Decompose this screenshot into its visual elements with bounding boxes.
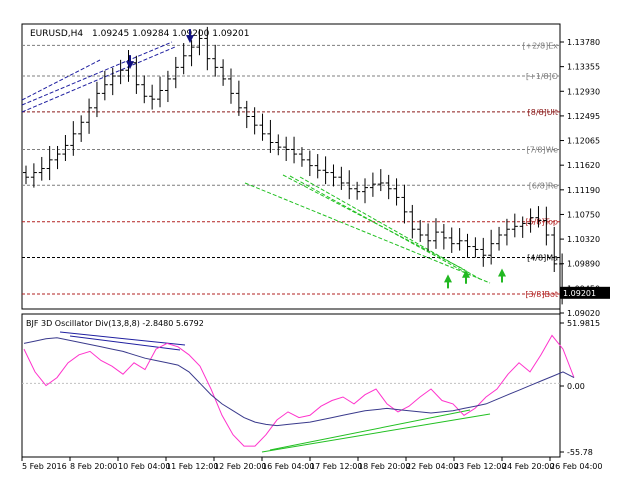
- bullish-divergence-line: [289, 175, 471, 276]
- osc-bullish-divergence: [269, 409, 471, 451]
- price-axis: 1.13780 1.13355 1.12930 1.12495 1.12065 1.116…: [560, 38, 600, 318]
- murrey-levels: [+2/8]Ex [+1/8]O [8/8]Ult [7/8]We [6/8]Re [5/…: [22, 41, 560, 299]
- price-tick-label: 1.09890: [567, 260, 600, 269]
- murrey-level-label: [7/8]We: [527, 145, 559, 154]
- price-tick-label: 1.11620: [567, 161, 600, 170]
- up-arrow-icon: [462, 269, 470, 284]
- price-bars: [23, 26, 566, 305]
- oscillator-axis: 51.9815 0.00 -55.78: [22, 319, 600, 457]
- down-arrow-icon: [186, 29, 194, 44]
- osc-tick-label: -55.78: [567, 448, 593, 457]
- signal-arrows: [126, 29, 506, 289]
- symbol-header: EURUSD,H4 1.09245 1.09284 1.09200 1.0920…: [30, 29, 249, 39]
- current-price-badge: [560, 286, 610, 299]
- time-tick-label: 16 Feb 04:00: [262, 462, 314, 471]
- current-price-tag: 1.09201: [560, 286, 610, 299]
- price-tick-label: 1.12930: [567, 87, 600, 96]
- bearish-divergence-line: [21, 59, 101, 101]
- bullish-divergence-line: [299, 176, 481, 280]
- time-tick-label: 22 Feb 04:00: [406, 462, 458, 471]
- time-tick-label: 24 Feb 20:00: [502, 462, 554, 471]
- oscillator-series-fast: [23, 334, 575, 447]
- price-tick-label: 1.10320: [567, 235, 600, 244]
- time-tick-label: 26 Feb 04:00: [550, 462, 602, 471]
- current-price-label: 1.09201: [563, 289, 596, 298]
- price-panel: [21, 23, 561, 310]
- time-tick-label: 11 Feb 12:00: [166, 462, 218, 471]
- time-tick-label: 5 Feb 2016: [22, 462, 67, 471]
- indicator-title: BJF 3D Oscillator Div(13,8,8) -2.8480 5.…: [26, 319, 204, 328]
- ohlc-values: 1.09245 1.09284 1.09200 1.09201: [92, 29, 249, 39]
- time-tick-label: 17 Feb 12:00: [310, 462, 362, 471]
- murrey-level-label: [8/8]Ult: [528, 108, 558, 117]
- murrey-level-label: [4/8]Ma: [527, 254, 558, 263]
- price-tick-label: 1.11190: [567, 186, 600, 195]
- price-tick-label: 1.10750: [567, 210, 600, 219]
- up-arrow-icon: [498, 268, 506, 283]
- murrey-level-label: [5/8]Top: [525, 218, 558, 227]
- up-arrow-icon: [444, 274, 452, 289]
- oscillator-lines: [23, 334, 575, 447]
- murrey-level-label: [+1/8]O: [526, 72, 558, 81]
- oscillator-panel: [21, 313, 561, 458]
- osc-tick-label: 51.9815: [567, 319, 600, 328]
- osc-bearish-divergence: [69, 335, 181, 351]
- time-tick-label: 10 Feb 04:00: [118, 462, 170, 471]
- time-tick-label: 12 Feb 20:00: [214, 462, 266, 471]
- divergence-lines: [21, 41, 491, 453]
- murrey-level-label: [6/8]Re: [529, 181, 558, 190]
- price-tick-label: 1.09020: [567, 309, 600, 318]
- price-tick-label: 1.13355: [567, 63, 600, 72]
- murrey-level-label: [+2/8]Ex: [522, 41, 558, 50]
- time-tick-label: 18 Feb 20:00: [358, 462, 410, 471]
- down-arrow-icon: [126, 55, 134, 70]
- osc-bullish-divergence: [261, 413, 491, 453]
- symbol-timeframe: EURUSD,H4: [30, 29, 83, 39]
- price-tick-label: 1.12065: [567, 137, 600, 146]
- time-tick-label: 23 Feb 12:00: [454, 462, 506, 471]
- price-tick-label: 1.13780: [567, 38, 600, 47]
- osc-bearish-divergence: [59, 331, 186, 346]
- oscillator-series-slow: [23, 337, 575, 427]
- bearish-divergence-line: [21, 46, 176, 113]
- time-tick-label: 8 Feb 20:00: [70, 462, 117, 471]
- bearish-divergence-line: [21, 41, 173, 106]
- murrey-level-label: [3/8]Bot: [525, 290, 558, 299]
- price-tick-label: 1.12495: [567, 112, 600, 121]
- osc-tick-label: 0.00: [567, 382, 585, 391]
- bullish-divergence-line: [244, 182, 491, 284]
